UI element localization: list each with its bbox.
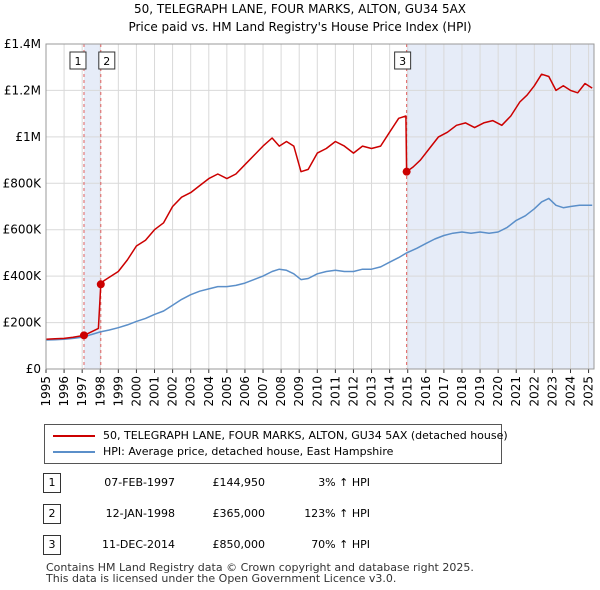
- transaction-hpi-change: 123% ↑ HPI: [304, 507, 370, 520]
- transaction-price: £850,000: [212, 538, 266, 551]
- x-tick-label: 1996: [57, 376, 71, 407]
- x-tick-label: 2020: [491, 376, 505, 407]
- footer-licence: This data is licensed under the Open Gov…: [46, 572, 397, 585]
- sale-number-badge: [98, 51, 116, 70]
- legend-label-hpi: HPI: Average price, detached house, East…: [103, 445, 394, 458]
- y-tick-label: £200K: [3, 316, 43, 330]
- plot-frame: [45, 43, 595, 370]
- x-tick-label: 2002: [166, 376, 180, 407]
- transaction-hpi-change: 70% ↑ HPI: [311, 538, 370, 551]
- chart-subtitle: Price paid vs. HM Land Registry's House …: [128, 20, 472, 34]
- transaction-hpi-change: 3% ↑ HPI: [318, 476, 370, 489]
- transaction-price: £144,950: [212, 476, 266, 489]
- hpi-series-line: [45, 197, 593, 341]
- x-tick-label: 2014: [383, 376, 397, 407]
- x-tick-label: 2022: [527, 376, 541, 407]
- footer-copyright: Contains HM Land Registry data © Crown c…: [46, 561, 474, 574]
- x-tick-label: 2013: [365, 376, 379, 407]
- table-row: 2 12-JAN-1998 £365,000 123% ↑ HPI: [0, 504, 600, 524]
- property-series-line: [45, 73, 593, 341]
- transaction-number-badge: 1: [43, 473, 61, 493]
- x-tick-label: 2003: [184, 376, 198, 407]
- chart-title: 50, TELEGRAPH LANE, FOUR MARKS, ALTON, G…: [133, 2, 467, 16]
- transaction-number-badge: 3: [43, 535, 61, 555]
- price-chart: £0 £200K £400K £600K £800K £1M £1.2M £1.4M 1995 1…: [3, 37, 596, 407]
- sale-point: [79, 331, 88, 340]
- x-tick-label: 1995: [39, 376, 53, 407]
- x-tick-label: 2010: [310, 376, 324, 407]
- x-tick-label: 2011: [328, 376, 342, 407]
- y-tick-label: £1M: [15, 130, 41, 144]
- x-tick-label: 2025: [582, 376, 596, 407]
- x-tick-label: 2007: [256, 376, 270, 407]
- transaction-date: 11-DEC-2014: [101, 538, 175, 551]
- sale-number-label: 3: [399, 55, 406, 68]
- x-tick-label: 2000: [129, 376, 143, 407]
- y-tick-label: £0: [26, 362, 41, 376]
- x-tick-label: 2009: [292, 376, 306, 407]
- x-tick-label: 1999: [111, 376, 125, 407]
- x-tick-label: 2006: [238, 376, 252, 407]
- transaction-number-badge: 2: [43, 504, 61, 524]
- legend-swatch-hpi: [53, 451, 95, 453]
- shaded-region: [406, 44, 594, 369]
- x-tick-label: 2016: [419, 376, 433, 407]
- x-tick-label: 2017: [437, 376, 451, 407]
- x-tick-label: 1997: [75, 376, 89, 407]
- x-tick-label: 2015: [401, 376, 415, 407]
- sale-number-badge: [394, 51, 412, 70]
- x-tick-label: 2018: [455, 376, 469, 407]
- sale-number-label: 1: [74, 55, 81, 68]
- x-tick-label: 2019: [473, 376, 487, 407]
- x-tick-label: 2008: [274, 376, 288, 407]
- y-tick-label: £600K: [3, 223, 43, 237]
- table-row: 3 11-DEC-2014 £850,000 70% ↑ HPI: [0, 535, 600, 555]
- transaction-date: 07-FEB-1997: [104, 476, 175, 489]
- sale-point: [402, 167, 411, 176]
- x-tick-label: 2024: [563, 376, 577, 407]
- legend: 50, TELEGRAPH LANE, FOUR MARKS, ALTON, G…: [44, 424, 508, 464]
- x-tick-label: 2005: [220, 376, 234, 407]
- sale-point: [96, 280, 105, 289]
- x-tick-label: 2021: [509, 376, 523, 407]
- y-tick-label: £1.2M: [4, 83, 41, 97]
- y-tick-label: £800K: [3, 176, 43, 190]
- transaction-price: £365,000: [212, 507, 266, 520]
- x-tick-label: 2001: [148, 376, 162, 407]
- sale-number-label: 2: [103, 55, 110, 68]
- x-tick-label: 2004: [202, 376, 216, 407]
- x-tick-label: 2012: [346, 376, 360, 407]
- shaded-region: [83, 44, 101, 369]
- transaction-date: 12-JAN-1998: [105, 507, 175, 520]
- legend-swatch-property: [53, 435, 95, 437]
- x-tick-label: 1998: [93, 376, 107, 407]
- legend-label-property: 50, TELEGRAPH LANE, FOUR MARKS, ALTON, G…: [103, 429, 508, 442]
- x-tick-label: 2023: [545, 376, 559, 407]
- table-row: 1 07-FEB-1997 £144,950 3% ↑ HPI: [0, 473, 600, 493]
- y-tick-label: £1.4M: [4, 37, 41, 51]
- y-tick-label: £400K: [3, 269, 43, 283]
- sale-number-badge: [69, 51, 87, 70]
